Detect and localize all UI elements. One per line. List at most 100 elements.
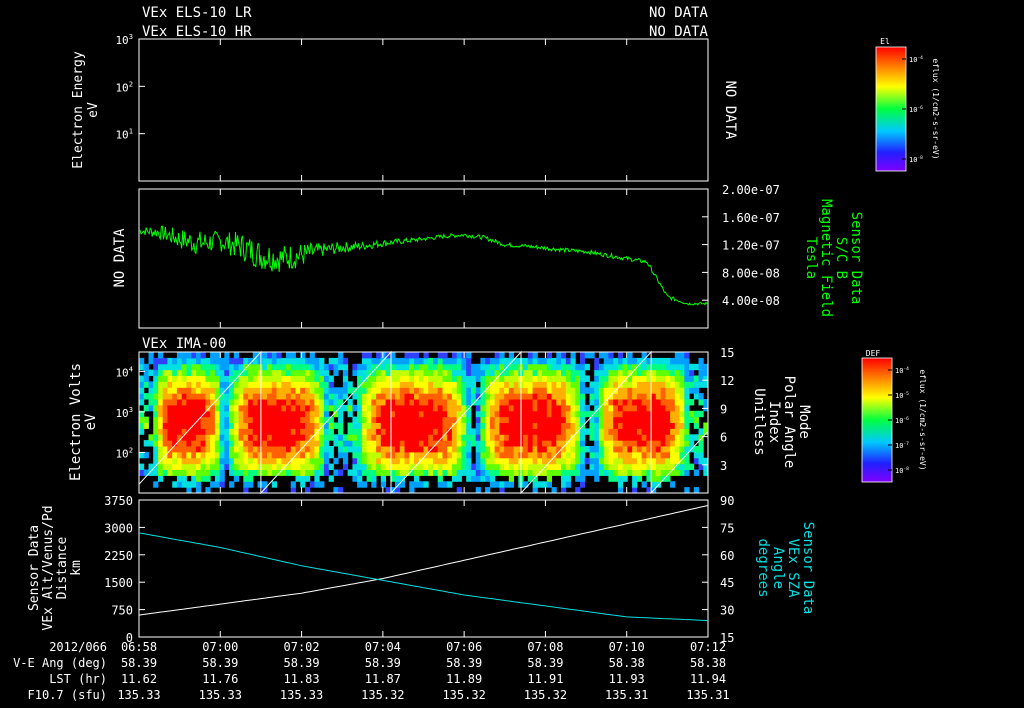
ima-spectrogram-cell	[684, 446, 690, 453]
ima-spectrogram-cell	[641, 463, 647, 470]
ima-spectrogram-cell	[338, 422, 344, 429]
ima-spectrogram-cell	[589, 410, 595, 418]
ima-spectrogram-cell	[423, 387, 429, 394]
ima-spectrogram-cell	[214, 404, 221, 412]
ima-spectrogram-cell	[693, 363, 699, 371]
ima-spectrogram-cell	[290, 481, 296, 488]
ima-spectrogram-cell	[632, 404, 638, 412]
ima-spectrogram-cell	[210, 469, 216, 476]
ima-spectrogram-cell	[233, 363, 239, 371]
ephemeris-value: 11.76	[202, 672, 238, 686]
ima-spectrogram-cell	[570, 393, 576, 400]
ima-spectrogram-cell	[195, 375, 202, 382]
ima-spectrogram-cell	[352, 393, 358, 400]
ima-spectrogram-cell	[172, 469, 178, 476]
ima-spectrogram-cell	[598, 428, 605, 435]
ima-spectrogram-cell	[271, 428, 277, 435]
ima-spectrogram-cell	[380, 404, 386, 412]
ima-spectrogram-cell	[309, 451, 315, 459]
ima-spectrogram-cell	[433, 404, 439, 412]
ima-spectrogram-cell	[248, 399, 254, 406]
ima-spectrogram-cell	[300, 422, 306, 429]
ima-spectrogram-cell	[319, 404, 325, 412]
ima-spectrogram-cell	[693, 410, 699, 418]
ima-spectrogram-cell	[684, 457, 690, 465]
ima-spectrogram-cell	[494, 363, 500, 371]
ima-spectrogram-cell	[527, 469, 533, 476]
ima-spectrogram-cell	[257, 381, 263, 388]
ima-spectrogram-cell	[186, 375, 192, 382]
ima-spectrogram-cell	[210, 399, 216, 406]
ima-spectrogram-cell	[508, 399, 514, 406]
ima-spectrogram-cell	[162, 369, 168, 376]
ima-spectrogram-cell	[575, 393, 581, 400]
ima-spectrogram-cell	[684, 381, 690, 388]
ima-spectrogram-cell	[622, 451, 628, 459]
ima-spectrogram-cell	[409, 352, 415, 359]
ima-ytick-label: 102	[115, 445, 133, 460]
alt-ytick-label: 1500	[104, 576, 133, 590]
ima-spectrogram-cell	[385, 363, 391, 371]
ima-spectrogram-cell	[271, 393, 277, 400]
ima-spectrogram-cell	[617, 481, 624, 488]
ima-spectrogram-cell	[153, 481, 159, 488]
ima-spectrogram-cell	[565, 440, 571, 447]
ima-spectrogram-cell	[167, 369, 173, 376]
ima-spectrogram-cell	[670, 410, 676, 418]
ima-spectrogram-cell	[603, 457, 609, 465]
ima-spectrogram-cell	[461, 399, 467, 406]
ima-spectrogram-cell	[300, 416, 306, 423]
ima-spectrogram-cell	[513, 363, 519, 371]
ima-spectrogram-cell	[674, 440, 680, 447]
ima-spectrogram-cell	[651, 440, 657, 447]
ima-spectrogram-cell	[627, 357, 633, 365]
ima-spectrogram-cell	[305, 404, 311, 412]
ima-spectrogram-cell	[295, 463, 301, 470]
ima-spectrogram-cell	[172, 375, 178, 382]
ima-spectrogram-cell	[608, 363, 614, 371]
ima-spectrogram-cell	[523, 440, 529, 447]
ima-spectrogram-cell	[504, 357, 510, 365]
ima-spectrogram-cell	[632, 416, 638, 423]
ima-spectrogram-cell	[546, 416, 552, 423]
ima-spectrogram-cell	[561, 352, 567, 359]
ima-spectrogram-cell	[248, 416, 254, 423]
ima-spectrogram-cell	[399, 416, 405, 423]
ima-spectrogram-cell	[338, 410, 344, 418]
ima-spectrogram-cell	[181, 410, 187, 418]
ima-spectrogram-cell	[219, 463, 225, 470]
ima-spectrogram-cell	[205, 404, 211, 412]
ima-spectrogram-cell	[238, 375, 244, 382]
ima-spectrogram-cell	[636, 404, 643, 412]
ima-spectrogram-cell	[451, 451, 458, 459]
ima-spectrogram-cell	[551, 404, 557, 412]
ima-spectrogram-cell	[527, 357, 533, 365]
ima-spectrogram-cell	[617, 369, 624, 376]
ima-spectrogram-cell	[622, 357, 628, 365]
ima-spectrogram-cell	[665, 381, 671, 388]
ima-spectrogram-cell	[670, 404, 676, 412]
ima-spectrogram-cell	[513, 387, 519, 394]
ima-spectrogram-cell	[248, 363, 254, 371]
ima-spectrogram-cell	[186, 457, 192, 465]
ima-spectrogram-cell	[143, 381, 149, 388]
ima-spectrogram-cell	[257, 428, 263, 435]
ima-spectrogram-cell	[603, 381, 609, 388]
ima-spectrogram-cell	[489, 434, 496, 441]
ima-spectrogram-cell	[342, 387, 349, 394]
ima-spectrogram-cell	[262, 363, 268, 371]
ima-spectrogram-cell	[357, 463, 363, 470]
ima-spectrogram-cell	[162, 434, 168, 441]
ima-spectrogram-cell	[689, 387, 695, 394]
ima-spectrogram-cell	[508, 457, 514, 465]
ima-spectrogram-cell	[290, 469, 296, 476]
ima-spectrogram-cell	[366, 375, 372, 382]
ima-spectrogram-cell	[632, 387, 638, 394]
ima-spectrogram-cell	[248, 428, 254, 435]
ima-spectrogram-cell	[598, 440, 605, 447]
ima-spectrogram-cell	[480, 434, 486, 441]
ima-spectrogram-cell	[466, 399, 472, 406]
ima-spectrogram-cell	[276, 422, 282, 429]
ima-spectrogram-cell	[456, 369, 462, 376]
